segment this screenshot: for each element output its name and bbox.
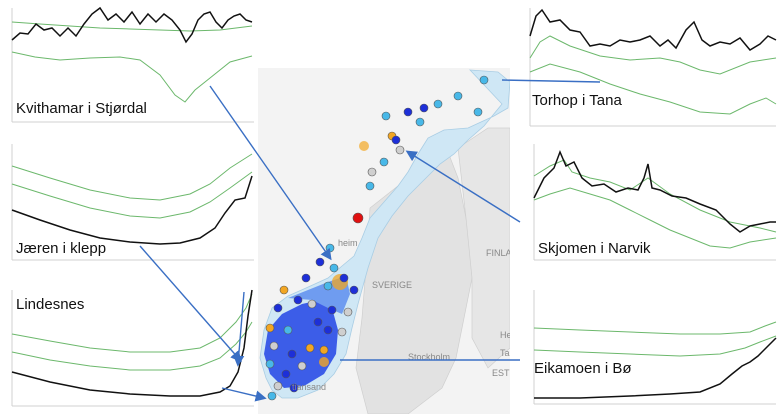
- label-lindesnes: Lindesnes: [16, 296, 85, 313]
- skjomen-upper-band: [533, 159, 777, 233]
- station: [287, 349, 297, 359]
- station: [479, 75, 489, 85]
- station: [349, 285, 359, 295]
- station: [265, 323, 275, 333]
- station: [433, 99, 443, 109]
- station: [323, 325, 333, 335]
- station: [473, 107, 483, 117]
- panel-jaeren: Jæren i klepp: [0, 138, 258, 270]
- map-label-stockholm: Stockholm: [408, 352, 451, 362]
- station: [281, 369, 291, 379]
- label-skjomen: Skjomen i Narvik: [538, 240, 651, 257]
- station: [323, 281, 333, 291]
- station: [337, 327, 347, 337]
- chart-skjomen: [533, 144, 777, 261]
- panel-torhop: Torhop i Tana: [510, 0, 780, 134]
- station: [313, 317, 323, 327]
- panel-kvithamar: Kvithamar i Stjørdal: [0, 0, 258, 134]
- label-torhop: Torhop i Tana: [532, 92, 622, 109]
- kvithamar-observed: [11, 6, 253, 44]
- label-eikamoen: Eikamoen i Bø: [534, 360, 632, 377]
- eikamoen-upper-band: [533, 321, 777, 335]
- station: [283, 325, 293, 335]
- dry-patch: [359, 141, 369, 151]
- station: [367, 167, 377, 177]
- station: [325, 243, 335, 253]
- skjomen-observed: [533, 149, 776, 233]
- station: [379, 157, 389, 167]
- map-label-estonia: ESTL: [492, 368, 510, 378]
- station: [343, 307, 353, 317]
- station: [329, 263, 339, 273]
- chart-eikamoen: [533, 290, 777, 405]
- station: [381, 111, 391, 121]
- dry-patch: [319, 357, 329, 367]
- station: [419, 103, 429, 113]
- map-label-kristiansand: tiansand: [292, 382, 327, 392]
- eikamoen-lower-band: [533, 335, 777, 357]
- station: [267, 391, 277, 401]
- station: [365, 181, 375, 191]
- map-label-finland: FINLA: [486, 248, 510, 258]
- skjomen-lower-band: [533, 187, 777, 249]
- station: [269, 341, 279, 351]
- map-label-trondheim: heim: [338, 238, 358, 248]
- station: [273, 381, 283, 391]
- lindesnes-lower-band: [11, 321, 253, 371]
- station: [391, 135, 401, 145]
- station: [293, 295, 303, 305]
- map-label-tallinn: Tal: [500, 348, 510, 358]
- label-kvithamar: Kvithamar i Stjørdal: [16, 100, 147, 117]
- torhop-lower-band: [529, 63, 777, 115]
- jaeren-upper-band: [11, 153, 253, 201]
- kvithamar-upper-band: [11, 21, 253, 32]
- eikamoen-observed: [534, 337, 777, 399]
- station: [453, 91, 463, 101]
- station: [273, 303, 283, 313]
- map-svg: [258, 68, 510, 414]
- station: [307, 299, 317, 309]
- station: [265, 359, 275, 369]
- station: [301, 273, 311, 283]
- panel-skjomen: Skjomen i Narvik: [520, 138, 780, 270]
- station: [327, 305, 337, 315]
- stations: [265, 75, 489, 401]
- torhop-upper-band: [529, 35, 777, 75]
- jaeren-observed: [11, 175, 253, 245]
- station: [339, 273, 349, 283]
- station: [352, 212, 364, 224]
- station: [319, 345, 329, 355]
- label-jaeren: Jæren i klepp: [16, 240, 107, 257]
- panel-eikamoen: Eikamoen i Bø: [520, 286, 780, 416]
- map-label-sverige: SVERIGE: [372, 280, 413, 290]
- station: [395, 145, 405, 155]
- panel-lindesnes: Lindesnes: [0, 286, 258, 416]
- station: [403, 107, 413, 117]
- chart-torhop: [529, 8, 777, 127]
- map-label-helsinki: Hel: [500, 330, 510, 340]
- station: [315, 257, 325, 267]
- station: [305, 343, 315, 353]
- station: [297, 361, 307, 371]
- station: [279, 285, 289, 295]
- station: [415, 117, 425, 127]
- station: [289, 383, 299, 393]
- norway-map: SVERIGE FINLA heim Stockholm tiansand He…: [258, 68, 510, 414]
- kvithamar-lower-band: [11, 51, 253, 103]
- torhop-observed: [529, 8, 777, 51]
